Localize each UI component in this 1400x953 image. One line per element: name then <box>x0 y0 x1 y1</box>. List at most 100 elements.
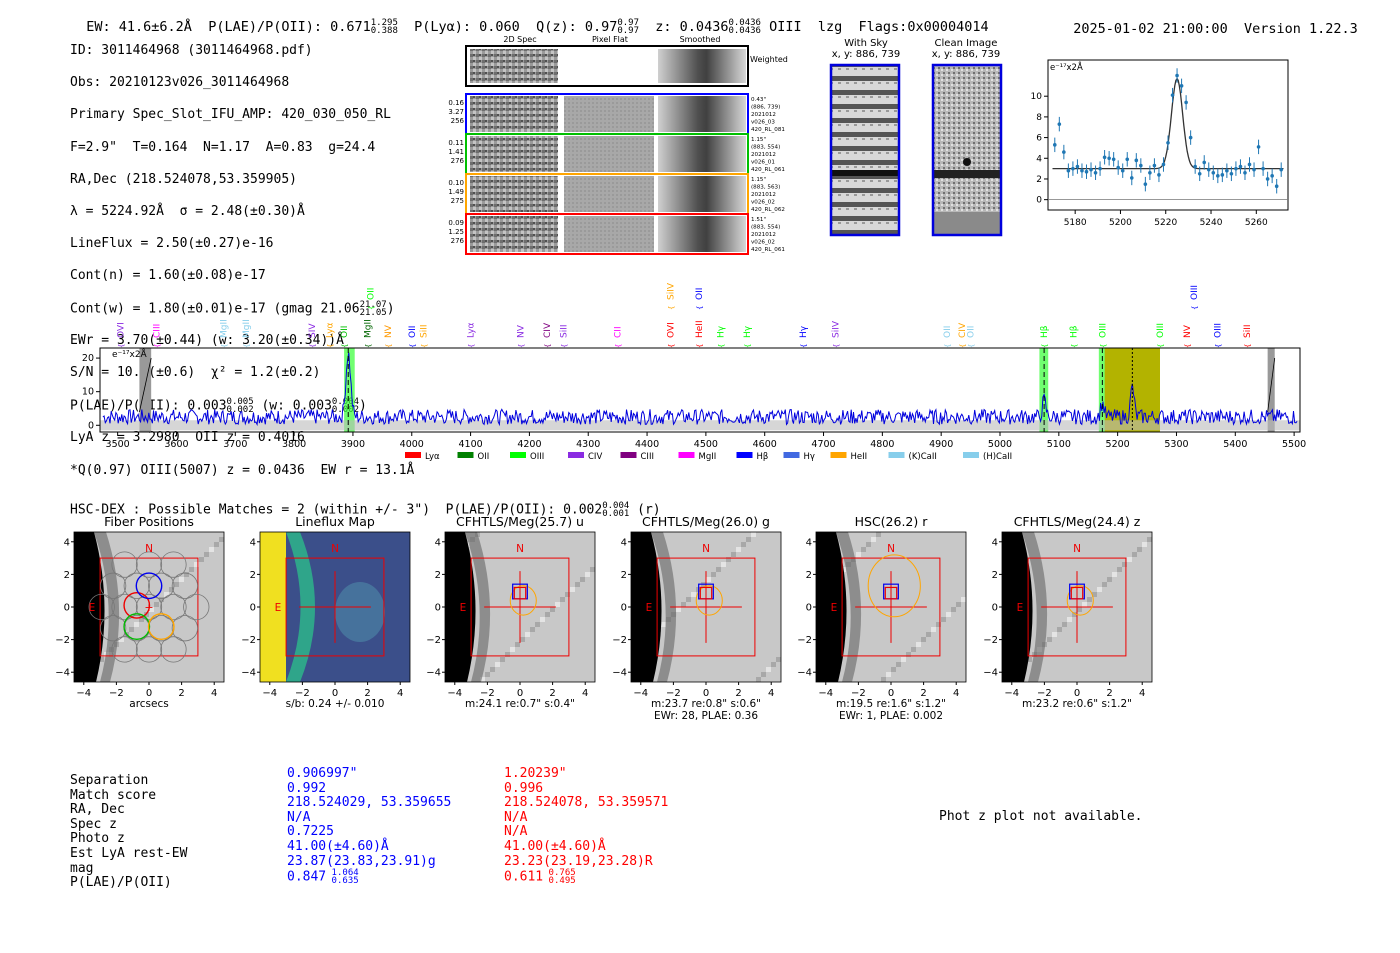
zoom-point-40 <box>1234 166 1238 171</box>
zoom-point-12 <box>1107 156 1111 161</box>
spec-xtick-label-3700: 3700 <box>223 439 247 450</box>
panel-gradient-edge-5 <box>1021 532 1047 682</box>
panel-px-4-52 <box>906 652 911 657</box>
spec-legend-label-5: MgII <box>699 452 717 462</box>
spec-units: e⁻¹⁷x2Å <box>112 348 148 360</box>
info-block: ID: 3011464968 (3011464968.pdf) Obs: 202… <box>70 27 414 495</box>
zoom-line-plot: e⁻¹⁷x2Å 5180 5200 5220 5240 5260 0 2 4 6 8 10 <box>1031 59 1289 228</box>
panel-px-3-50 <box>745 537 751 542</box>
spec-line-brace-6: { <box>341 344 349 348</box>
panel-dark-edge-2 <box>445 532 476 682</box>
spec-line-label-22: Hγ <box>743 325 753 338</box>
image-panel-title-4: HSC(26.2) r <box>855 514 929 529</box>
fiber-0 <box>111 551 138 578</box>
zoom-point-29 <box>1184 100 1188 105</box>
match-col2-6: 23.23(23.19,23.28)R <box>504 853 653 869</box>
panel-px-0-41 <box>159 597 164 602</box>
panel-xtick-label-4-2: 0 <box>888 688 894 699</box>
spec-line-brace-31: { <box>1157 344 1165 348</box>
panel-px-5-32 <box>1046 637 1052 642</box>
panel-ytick-label-5-4: 4 <box>991 537 997 548</box>
spec-xtick-label-4500: 4500 <box>694 439 718 450</box>
panel-box-5 <box>1027 557 1126 657</box>
panel-xtick-label-1-0: −4 <box>262 688 277 699</box>
panel-px-5-41 <box>1061 622 1067 627</box>
panel-px-3-38 <box>775 657 781 662</box>
panel-ytick-label-4-1: −2 <box>797 635 812 646</box>
spec-xtick-label-4300: 4300 <box>576 439 600 450</box>
panel-px-3-57 <box>690 592 696 597</box>
spec-xtick-label-4800: 4800 <box>870 439 894 450</box>
panel-px-2-48 <box>585 572 590 577</box>
panel-east-2: E <box>460 602 467 614</box>
image-panel-title-1: Lineflux Map <box>295 514 375 529</box>
panel-xtick-label-1-3: 2 <box>364 688 370 699</box>
spec-line-brace-3: { <box>243 344 251 348</box>
cutout-pixelflat-2 <box>564 176 654 212</box>
hsc-dex-summary: HSC-DEX : Possible Matches = 2 (within +… <box>70 501 661 519</box>
zoom-point-28 <box>1179 84 1184 88</box>
cutout-right-1-2: 2021012 <box>751 152 776 158</box>
image-panel-5: CFHTLS/Meg(24.4) z N E −4 −4 −2 −2 0 0 2 2 4 4 m:23.2… <box>983 512 1153 746</box>
image-panel-title-3: CFHTLS/Meg(26.0) g <box>642 514 770 529</box>
spec-line-brace-14: { <box>544 344 552 348</box>
cutout-right-1-1: (883, 554) <box>751 145 780 151</box>
zoom-xtick-label-5240: 5240 <box>1200 218 1223 228</box>
panel-px-5-51 <box>1111 572 1117 577</box>
header-line: OIII <box>769 19 802 35</box>
panel-px-4-47 <box>881 677 886 682</box>
header-z-hi: 0.0436 <box>728 18 761 28</box>
spec-legend-swatch-5 <box>678 452 695 458</box>
panel-xtick-label-3-0: −4 <box>633 688 648 699</box>
match-col2-3: N/A <box>504 809 528 825</box>
fiber-14 <box>171 615 198 642</box>
spec-legend-swatch-8 <box>830 452 847 458</box>
panel-xtick-label-3-3: 2 <box>735 688 741 699</box>
spec-line-label-21: Hγ <box>717 325 727 338</box>
spec-xtick-label-4900: 4900 <box>929 439 953 450</box>
header-z-lo: 0.0436 <box>728 26 761 36</box>
cutout-2dspec-1 <box>470 136 558 172</box>
cutout-pixelflat-3 <box>564 216 654 252</box>
panel-xtick-label-2-2: 0 <box>517 688 523 699</box>
spec-gray-band-0 <box>139 348 152 432</box>
fiber-18 <box>88 593 115 621</box>
panel-px-0-35 <box>99 657 104 662</box>
spec-line-brace-35: { <box>1244 344 1252 348</box>
zoom-xtick-label-5260: 5260 <box>1245 218 1268 228</box>
cutout-left-0-2: 256 <box>451 117 465 125</box>
panel-gradient-edge-4 <box>836 532 862 682</box>
panel-px-5-54 <box>1066 617 1072 622</box>
panel-red-square-4 <box>884 586 898 600</box>
zoom-point-39 <box>1229 171 1234 176</box>
zoom-point-49 <box>1274 184 1279 189</box>
panel-px-4-55 <box>861 547 866 552</box>
panel-ytick-label-4-4: 4 <box>806 537 812 548</box>
panel-px-2-41 <box>490 667 495 672</box>
panel-px-4-49 <box>951 607 956 612</box>
panel-north-0: N <box>145 543 153 555</box>
panel-px-2-30 <box>555 602 560 607</box>
image-panel-svg-2: CFHTLS/Meg(25.7) u N E −4 −4 −2 −2 0 0 2 2 4 4 m:24.1… <box>426 514 596 710</box>
info-sn: S/N = 10.5(±0.6) χ² = 1.2(±0.2) <box>70 365 321 381</box>
panel-xtick-label-0-0: −4 <box>76 688 91 699</box>
spec-line-brace-23: { <box>800 344 808 348</box>
zoom-point-24 <box>1161 162 1166 167</box>
zoom-point-2 <box>1062 150 1066 154</box>
spec-line-label-12: Lyα <box>467 322 477 338</box>
match-table-labels: Separation Match score RA, Dec Spec z Photo … <box>70 773 187 891</box>
panel-ytick-label-5-3: 2 <box>991 570 997 581</box>
fiber-17 <box>160 636 187 663</box>
clean-image <box>934 66 1000 234</box>
panel-ytick-label-5-2: 0 <box>991 603 997 614</box>
panel-xtick-label-4-1: −2 <box>851 688 866 699</box>
panel-xtick-label-3-4: 4 <box>768 688 774 699</box>
spec-xtick-label-4000: 4000 <box>400 439 424 450</box>
panel-px-5-58 <box>1056 627 1062 632</box>
panel-px-0-38 <box>204 552 209 557</box>
image-panel-xlabel-1: s/b: 0.24 +/- 0.010 <box>285 698 384 710</box>
panel-px-2-51 <box>540 617 545 622</box>
spec-xtick-label-5000: 5000 <box>988 439 1012 450</box>
spec-line-brace-32: { <box>1191 306 1199 310</box>
spec-legend-swatch-6 <box>736 452 753 458</box>
